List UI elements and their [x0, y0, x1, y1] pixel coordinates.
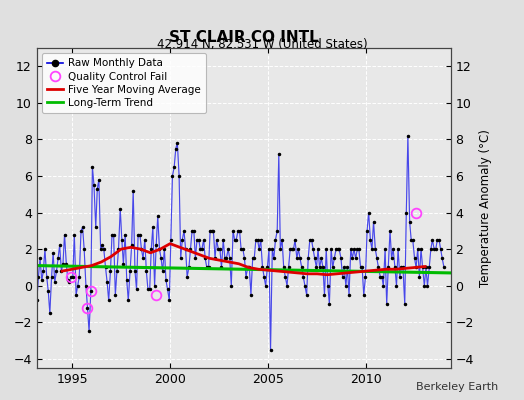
- Y-axis label: Temperature Anomaly (°C): Temperature Anomaly (°C): [479, 129, 493, 287]
- Text: Berkeley Earth: Berkeley Earth: [416, 382, 498, 392]
- Text: 42.914 N, 82.531 W (United States): 42.914 N, 82.531 W (United States): [157, 38, 367, 51]
- Legend: Raw Monthly Data, Quality Control Fail, Five Year Moving Average, Long-Term Tren: Raw Monthly Data, Quality Control Fail, …: [42, 53, 206, 113]
- Title: ST CLAIR CO INTL: ST CLAIR CO INTL: [169, 30, 319, 46]
